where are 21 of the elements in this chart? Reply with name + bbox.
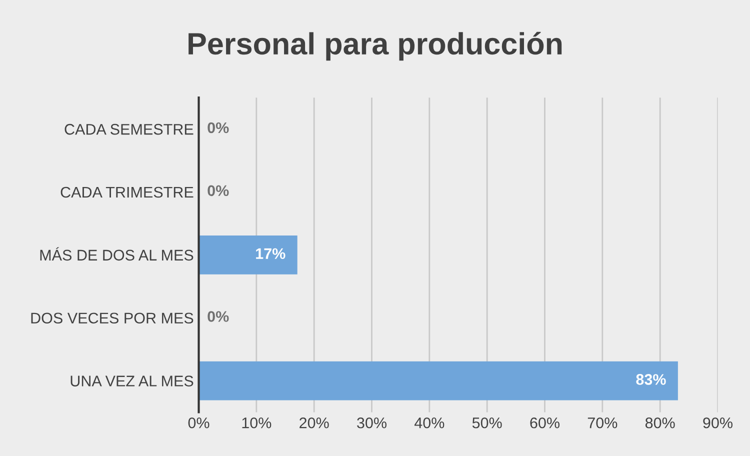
y-tick-label: UNA VEZ AL MES [70, 376, 194, 386]
y-tick-label: CADA TRIMESTRE [60, 186, 194, 198]
data-label: 0% [208, 185, 229, 196]
chart-title: Personal para producción [188, 32, 562, 61]
x-tick-label: 80% [645, 417, 675, 428]
y-tick-label: CADA SEMESTRE [64, 124, 194, 135]
data-label: 0% [208, 122, 229, 134]
x-tick-label: 30% [357, 417, 386, 428]
x-tick-label: 20% [300, 417, 329, 428]
y-tick-label: MÁS DE DOS AL MES [40, 247, 194, 261]
x-tick-label: 90% [703, 417, 732, 428]
x-tick-label: 50% [472, 417, 502, 428]
x-tick-label: 0% [188, 417, 210, 428]
x-tick-label: 40% [414, 417, 444, 428]
x-tick-label: 60% [530, 417, 560, 428]
x-tick-label: 10% [242, 417, 272, 428]
data-label: 83% [636, 374, 666, 385]
x-tick-label: 70% [588, 417, 618, 428]
data-label: 17% [256, 248, 286, 259]
data-label: 0% [208, 311, 229, 322]
y-tick-label: DOS VECES POR MES [31, 312, 194, 324]
